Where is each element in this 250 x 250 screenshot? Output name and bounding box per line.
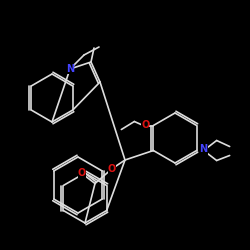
Text: O: O [108, 164, 116, 174]
Text: O: O [78, 168, 86, 178]
Text: N: N [66, 64, 74, 74]
Text: O: O [141, 120, 150, 130]
Text: N: N [200, 144, 208, 154]
